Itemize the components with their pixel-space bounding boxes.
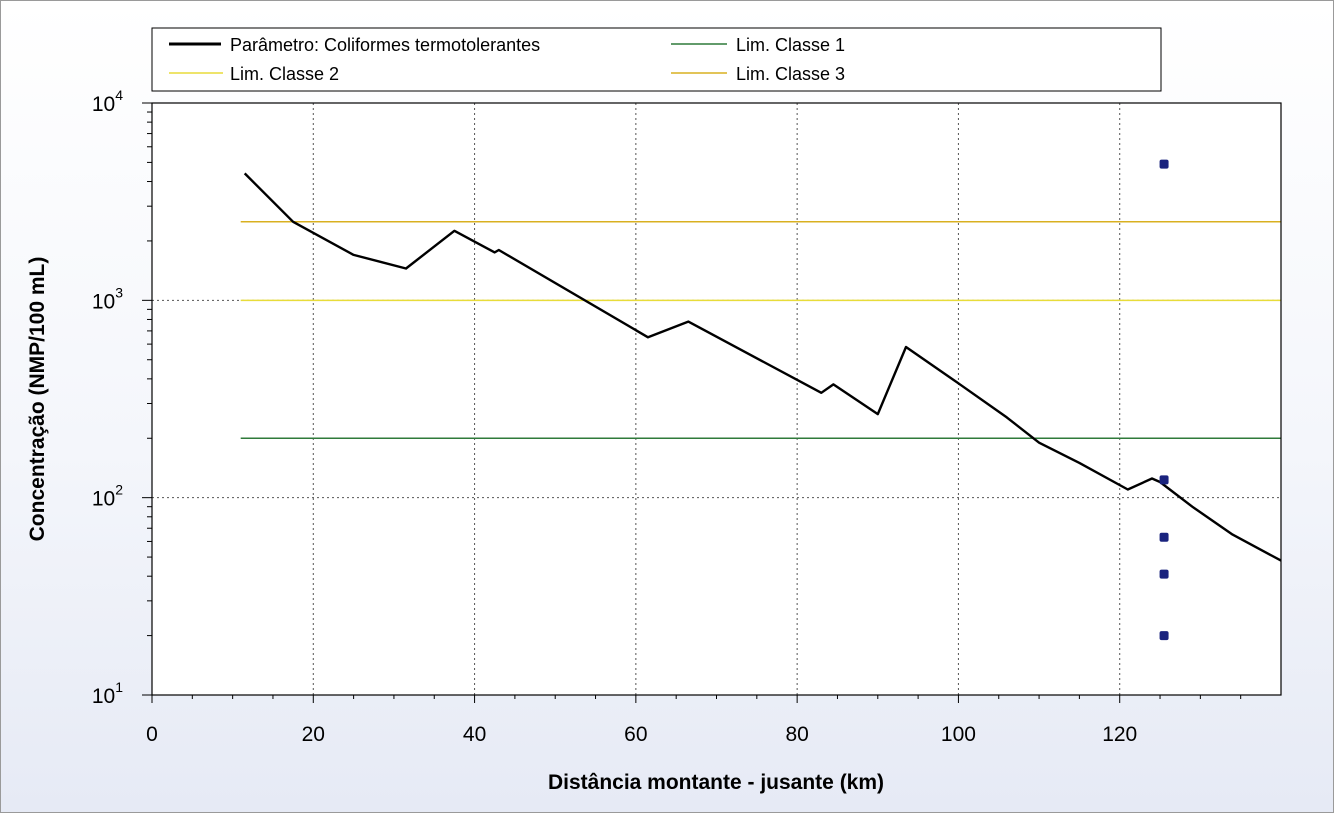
data-line-layer: [243, 172, 1282, 562]
y-axis-title: Concentração (NMP/100 mL): [26, 257, 49, 542]
x-axis-title: Distância montante - jusante (km): [548, 771, 884, 794]
plot-area: [152, 103, 1281, 695]
y-tick-exponent: 2: [115, 482, 123, 498]
x-tick-label: 60: [624, 723, 647, 746]
legend-box: [151, 27, 1162, 92]
x-tick-label: 0: [146, 723, 158, 746]
observed-point: [1159, 631, 1169, 641]
observed-points: [1159, 159, 1169, 641]
y-tick-exponent: 4: [115, 87, 123, 103]
y-tick-labels: 101 102 103 104: [92, 87, 123, 708]
y-tick-label: 102: [92, 482, 123, 511]
observed-point: [1159, 532, 1169, 542]
x-tick-label: 20: [302, 723, 325, 746]
legend: Parâmetro: Coliformes termotolerantes Li…: [151, 27, 1162, 92]
x-tick-label: 40: [463, 723, 486, 746]
axis-ticks: [142, 102, 1242, 703]
coliformes-line: [243, 172, 1282, 562]
y-tick-label: 104: [92, 87, 123, 116]
observed-point: [1159, 569, 1169, 579]
legend-label-classe-3: Lim. Classe 3: [736, 64, 845, 84]
y-tick-label: 101: [92, 679, 123, 708]
legend-label-classe-1: Lim. Classe 1: [736, 35, 845, 55]
legend-label-classe-2: Lim. Classe 2: [230, 64, 339, 84]
observed-point: [1159, 475, 1169, 485]
limit-lines: [240, 221, 1281, 440]
x-tick-label: 120: [1102, 723, 1137, 746]
y-tick-exponent: 3: [115, 284, 123, 300]
x-tick-labels: 0 20 40 60 80 100 120: [146, 723, 1137, 746]
y-tick-exponent: 1: [115, 679, 123, 695]
observed-point: [1159, 159, 1169, 169]
x-tick-label: 100: [941, 723, 976, 746]
x-tick-label: 80: [785, 723, 808, 746]
y-tick-label: 103: [92, 284, 123, 313]
legend-label-coliformes: Parâmetro: Coliformes termotolerantes: [230, 35, 540, 55]
